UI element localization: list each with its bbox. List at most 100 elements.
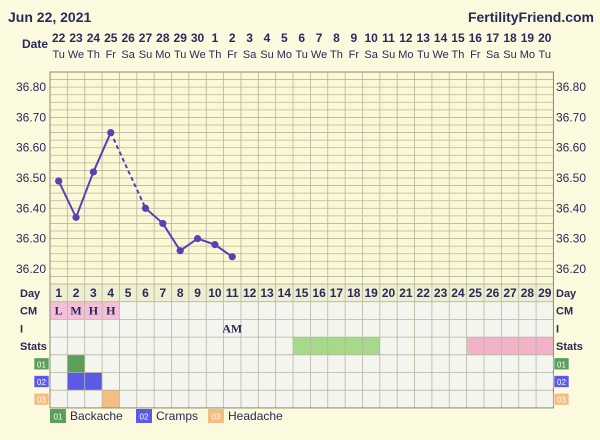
ytick-left-36.50: 36.50 [16, 171, 46, 185]
date-5: 26 [121, 31, 135, 45]
day-1: 1 [55, 286, 62, 300]
row-label-right-i: I [556, 323, 559, 335]
date-29: 20 [538, 31, 552, 45]
ytick-left-36.40: 36.40 [16, 201, 46, 215]
weekday-10: Th [208, 49, 221, 61]
symptom-02-day-3 [84, 372, 103, 391]
day-11: 11 [226, 286, 239, 300]
date-14: 5 [281, 31, 288, 45]
weekday-22: Tu [417, 49, 429, 61]
date-3: 24 [87, 31, 101, 45]
temp-point-day-11 [228, 253, 236, 261]
row-label-cm: CM [20, 306, 37, 318]
temp-point-day-4 [107, 128, 115, 137]
weekday-7: Mo [155, 49, 170, 61]
symptom-code-01-right: 01 [557, 360, 566, 369]
day-13: 13 [260, 286, 274, 300]
symptom-badge-02-right [553, 375, 570, 388]
temp-segment-6-7 [144, 207, 164, 225]
symptom-code-02-right: 02 [557, 378, 566, 387]
weekday-20: Su [382, 49, 395, 61]
weekday-14: Mo [277, 49, 292, 61]
ytick-left-36.80: 36.80 [16, 80, 46, 94]
day-18: 18 [347, 286, 361, 300]
day-9: 9 [194, 286, 201, 300]
day-20: 20 [382, 286, 396, 300]
i-entry-11: AM [222, 321, 242, 335]
day-6: 6 [142, 286, 149, 300]
weekday-18: Fr [349, 49, 360, 61]
legend-swatch-02 [136, 409, 152, 423]
weekday-6: Su [139, 49, 152, 61]
date-12: 3 [246, 31, 253, 45]
day-row-bg [50, 284, 554, 302]
header-date: Jun 22, 2021 [8, 9, 91, 25]
weekday-24: Th [452, 49, 465, 61]
day-19: 19 [364, 286, 378, 300]
legend-label-01: Backache [70, 409, 123, 423]
ytick-left-36.20: 36.20 [16, 262, 46, 276]
date-10: 1 [212, 31, 219, 45]
weekday-4: Fr [106, 49, 117, 61]
weekday-21: Mo [398, 49, 413, 61]
day-28: 28 [521, 286, 535, 300]
symptom-code-02-left: 02 [37, 378, 46, 387]
date-18: 9 [350, 31, 357, 45]
day-27: 27 [503, 286, 517, 300]
cm-2: M [70, 304, 81, 318]
weekday-23: We [432, 49, 448, 61]
day-4: 4 [107, 286, 114, 300]
weekday-15: Tu [296, 49, 308, 61]
row-label-day: Day [20, 288, 41, 300]
symptom-code-03-right: 03 [557, 396, 566, 405]
symptom-badge-03-right [553, 392, 570, 406]
weekday-17: Th [330, 49, 343, 61]
weekday-9: We [189, 49, 205, 61]
legend-code-03: 03 [212, 413, 221, 422]
date-15: 6 [298, 31, 305, 45]
row-label-right-day: Day [556, 288, 577, 300]
temp-point-day-9 [193, 234, 202, 243]
temp-point-day-6 [141, 204, 150, 212]
ytick-right-36.60: 36.60 [556, 141, 586, 155]
day-16: 16 [312, 286, 326, 300]
cm-4: H [106, 304, 116, 318]
temp-segment-1-2 [57, 180, 77, 218]
ytick-right-36.50: 36.50 [556, 171, 586, 185]
row-label-right-cm: CM [556, 306, 573, 318]
date-21: 12 [399, 31, 413, 45]
weekday-2: We [68, 49, 84, 61]
weekday-26: Sa [486, 49, 500, 61]
ytick-right-36.30: 36.30 [556, 232, 586, 246]
ytick-right-36.20: 36.20 [556, 262, 586, 276]
symptom-badge-01-right [553, 357, 570, 371]
legend-label-02: Cramps [156, 409, 198, 423]
date-24: 15 [451, 31, 465, 45]
site-name: FertilityFriend.com [468, 9, 594, 25]
symptom-01-day-2 [67, 354, 85, 373]
ytick-left-36.70: 36.70 [16, 110, 46, 124]
date-9: 30 [191, 31, 205, 45]
day-3: 3 [90, 286, 97, 300]
temp-point-day-7 [159, 219, 167, 228]
day-29: 29 [538, 286, 552, 300]
day-14: 14 [278, 286, 292, 300]
row-label-stats: Stats [20, 341, 47, 353]
date-19: 10 [364, 31, 378, 45]
date-13: 4 [264, 31, 271, 45]
cm-cell-day-1 [50, 301, 68, 320]
ytick-right-36.80: 36.80 [556, 80, 586, 94]
date-27: 18 [503, 31, 517, 45]
symptom-badge-01-left [33, 357, 50, 371]
temp-point-day-3 [89, 168, 97, 176]
weekday-11: Fr [227, 49, 238, 61]
date-2: 23 [69, 31, 83, 45]
cm-cell-day-3 [84, 301, 103, 320]
ytick-left-36.60: 36.60 [16, 141, 46, 155]
ytick-right-36.40: 36.40 [556, 201, 586, 215]
day-12: 12 [243, 286, 257, 300]
symptom-code-03-left: 03 [37, 396, 46, 405]
day-7: 7 [159, 286, 166, 300]
stats-bar-2 [466, 337, 554, 355]
